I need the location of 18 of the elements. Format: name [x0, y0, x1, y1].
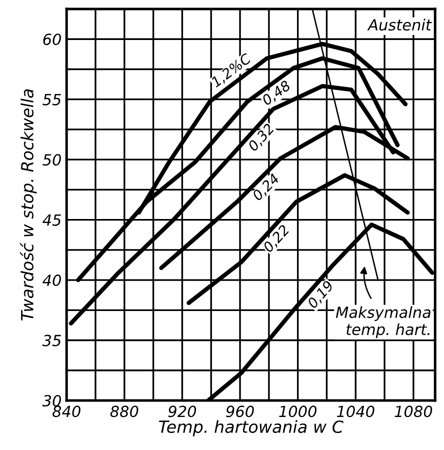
- y-tick-label: 50: [42, 154, 61, 166]
- x-tick-label: 920: [168, 406, 196, 418]
- y-tick-label: 30: [42, 394, 61, 407]
- x-tick-label: 840: [52, 406, 80, 418]
- x-axis-title: Temp. hartowania w C: [158, 420, 344, 436]
- x-tick-label: 1000: [279, 406, 316, 418]
- y-axis-title: Twardość w stop. Rockwella: [20, 89, 37, 320]
- y-tick-label: 60: [43, 34, 61, 46]
- annotation: Austenit: [367, 18, 432, 31]
- y-tick-label: 55: [42, 94, 61, 106]
- annotation: Maksymalna temp. hart.: [336, 306, 430, 338]
- x-tick-label: 1080: [394, 406, 432, 418]
- y-tick-label: 45: [42, 214, 61, 226]
- x-tick-label: 1040: [336, 406, 374, 418]
- y-tick-label: 35: [42, 334, 61, 346]
- y-tick-label: 40: [42, 274, 61, 286]
- x-tick-label: 960: [226, 406, 254, 418]
- x-tick-label: 880: [110, 406, 138, 418]
